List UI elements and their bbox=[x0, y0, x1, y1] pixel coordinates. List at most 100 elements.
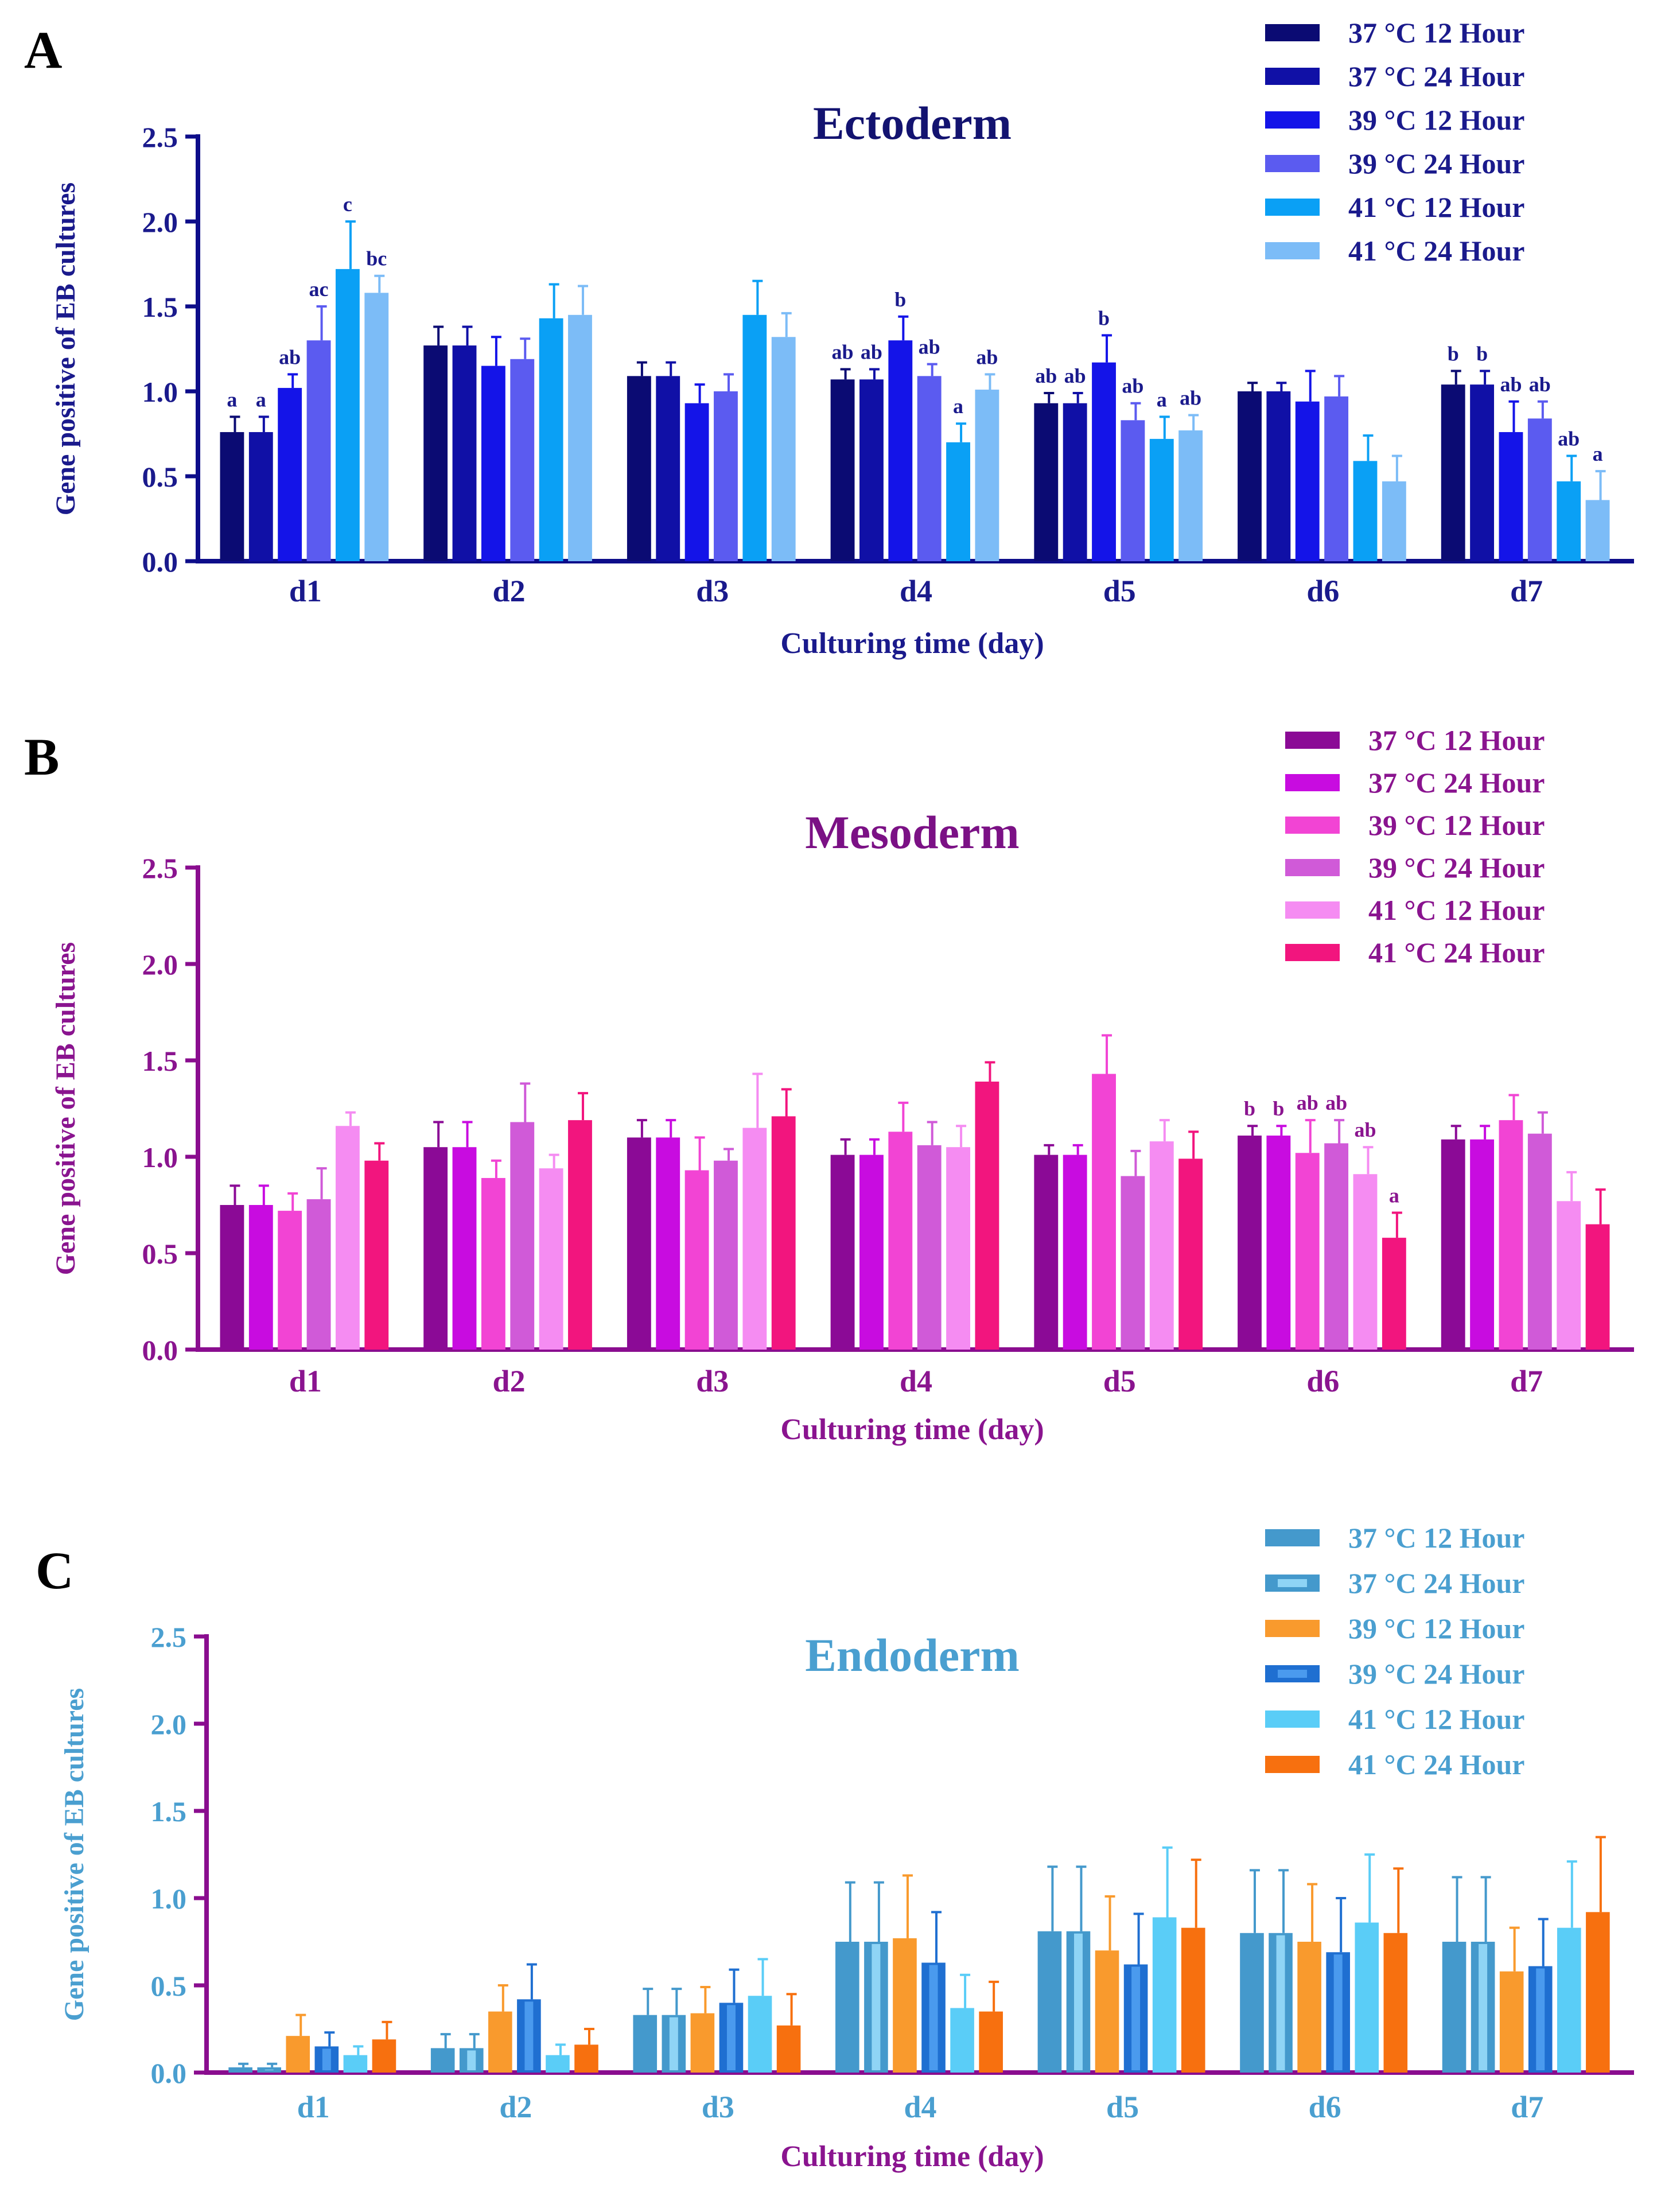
significance-letter: ab bbox=[1354, 1118, 1376, 1141]
bar bbox=[364, 1160, 389, 1350]
bar bbox=[1092, 1074, 1116, 1350]
bar bbox=[1557, 1927, 1581, 2073]
y-tick-label: 1.0 bbox=[142, 376, 178, 408]
bar bbox=[1557, 1201, 1581, 1350]
bar bbox=[546, 2055, 570, 2073]
bar bbox=[335, 1126, 360, 1350]
significance-letter: ab bbox=[279, 345, 301, 368]
legend-label: 41 °C 24 Hour bbox=[1348, 1748, 1525, 1781]
bar bbox=[1383, 1933, 1408, 2073]
significance-letter: ab bbox=[1180, 386, 1201, 409]
x-tick-label: d1 bbox=[289, 574, 322, 608]
bar bbox=[1240, 1933, 1264, 2073]
bar bbox=[248, 432, 273, 561]
bar bbox=[1034, 403, 1059, 561]
bar bbox=[771, 1116, 796, 1350]
x-tick-label: d1 bbox=[289, 1364, 322, 1398]
x-tick-label: d2 bbox=[493, 574, 526, 608]
bar bbox=[568, 314, 592, 561]
bar bbox=[1181, 1927, 1205, 2073]
bar bbox=[1355, 1922, 1379, 2073]
bar bbox=[1297, 1942, 1321, 2073]
legend-swatch bbox=[1265, 242, 1320, 259]
bar bbox=[830, 1154, 855, 1350]
bar bbox=[859, 1154, 884, 1350]
bar-highlight bbox=[669, 2017, 678, 2070]
bar-highlight bbox=[872, 1944, 881, 2070]
y-tick-label: 2.5 bbox=[142, 121, 178, 153]
bar-highlight bbox=[726, 2005, 736, 2070]
bar bbox=[917, 376, 942, 561]
significance-letter: a bbox=[1389, 1184, 1399, 1207]
bar bbox=[1238, 391, 1262, 561]
bar bbox=[1149, 1141, 1174, 1350]
legend-label: 39 °C 12 Hour bbox=[1348, 104, 1525, 136]
x-tick-label: d5 bbox=[1103, 574, 1136, 608]
bar bbox=[1121, 1176, 1145, 1350]
legend-label: 37 °C 24 Hour bbox=[1348, 60, 1525, 92]
legend-label: 39 °C 24 Hour bbox=[1348, 147, 1525, 180]
legend-swatch bbox=[1285, 944, 1340, 961]
legend-swatch-highlight bbox=[1278, 1579, 1307, 1587]
bar bbox=[220, 432, 244, 561]
x-tick-label: d7 bbox=[1510, 574, 1543, 608]
bar bbox=[1470, 1139, 1495, 1350]
x-tick-label: d3 bbox=[696, 1364, 729, 1398]
bar bbox=[1499, 1120, 1523, 1350]
significance-letter: ac bbox=[309, 278, 329, 301]
x-tick-label: d4 bbox=[900, 574, 932, 608]
panel-label: C bbox=[36, 1541, 73, 1600]
bar bbox=[1499, 432, 1523, 561]
legend-swatch bbox=[1285, 774, 1340, 791]
legend-label: 41 °C 24 Hour bbox=[1348, 235, 1525, 267]
significance-letter: a bbox=[1157, 388, 1167, 411]
y-tick-label: 0.5 bbox=[142, 1238, 178, 1270]
legend-label: 39 °C 12 Hour bbox=[1348, 1612, 1525, 1645]
y-tick-label: 0.0 bbox=[151, 2057, 187, 2089]
significance-letter: b bbox=[1273, 1097, 1284, 1120]
bar bbox=[888, 340, 913, 561]
bar bbox=[1295, 401, 1320, 561]
panel-B: B Mesoderm 0.0 0.5 1.0 1.5 2.0 2.5 Gene positive… bbox=[24, 724, 1634, 1446]
bar bbox=[1238, 1136, 1262, 1350]
significance-letter: a bbox=[1593, 442, 1603, 465]
significance-letter: b bbox=[1244, 1097, 1255, 1120]
bar bbox=[481, 1177, 505, 1350]
y-tick-label: 0.0 bbox=[142, 546, 178, 578]
bar bbox=[1092, 362, 1116, 561]
bar bbox=[306, 1199, 331, 1350]
x-tick-label: d2 bbox=[499, 2090, 532, 2124]
bar bbox=[771, 337, 796, 561]
x-tick-label: d7 bbox=[1510, 1364, 1543, 1398]
bar bbox=[306, 340, 331, 561]
legend-swatch-highlight bbox=[1278, 1670, 1307, 1678]
bar bbox=[1266, 1136, 1291, 1350]
bar bbox=[568, 1120, 592, 1350]
bar bbox=[488, 2011, 512, 2073]
bar-highlight bbox=[467, 2050, 476, 2070]
legend-swatch bbox=[1285, 817, 1340, 834]
bar bbox=[278, 388, 302, 561]
y-tick-label: 2.5 bbox=[151, 1621, 187, 1653]
bar bbox=[1382, 1238, 1406, 1350]
panel-C: C Endoderm 0.0 0.5 1.0 1.5 2.0 2.5 Gene positive… bbox=[36, 1522, 1634, 2173]
bar bbox=[893, 1938, 917, 2073]
bar bbox=[1586, 1912, 1610, 2073]
significance-letter: b bbox=[894, 288, 906, 311]
x-tick-label: d4 bbox=[900, 1364, 932, 1398]
bar bbox=[1121, 420, 1145, 561]
bar bbox=[830, 379, 855, 561]
legend-label: 37 °C 12 Hour bbox=[1348, 1522, 1525, 1554]
bar bbox=[1353, 461, 1378, 561]
y-tick-label: 1.0 bbox=[142, 1141, 178, 1173]
bar bbox=[714, 391, 738, 561]
significance-letter: ab bbox=[1325, 1091, 1347, 1114]
legend-label: 37 °C 12 Hour bbox=[1368, 724, 1545, 756]
bar bbox=[248, 1205, 273, 1350]
bar bbox=[776, 2025, 801, 2073]
chart-title: Mesoderm bbox=[805, 806, 1019, 858]
chart-title: Ectoderm bbox=[813, 97, 1012, 149]
significance-letter: ab bbox=[919, 336, 940, 359]
significance-letter: ab bbox=[1122, 375, 1143, 398]
significance-letter: ab bbox=[1500, 373, 1522, 396]
